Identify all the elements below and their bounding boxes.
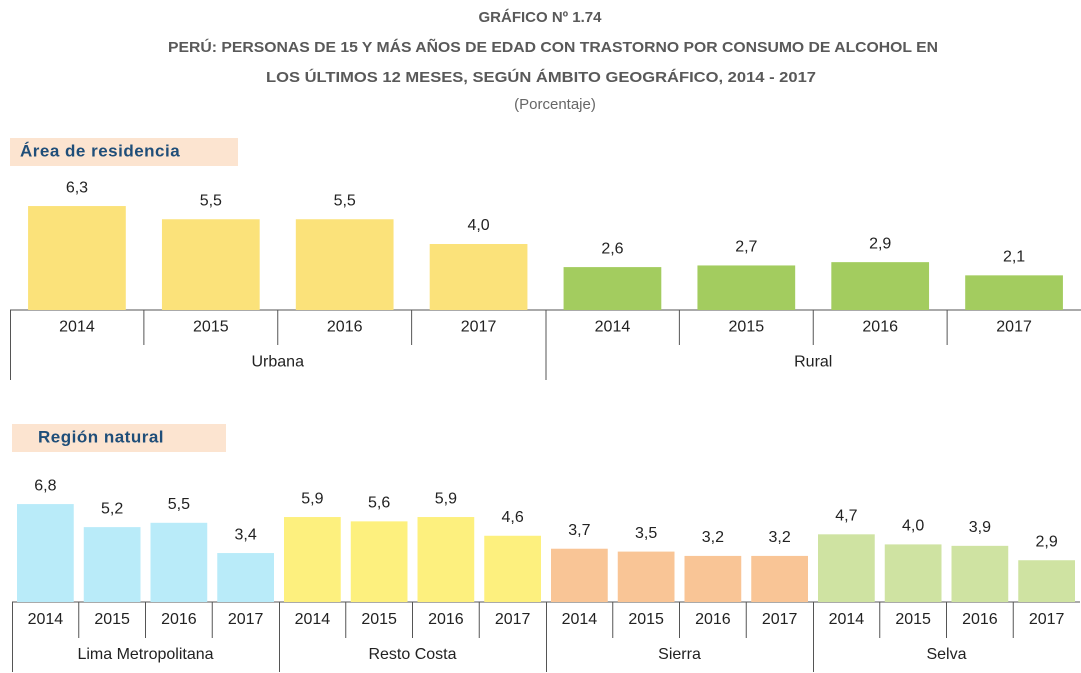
x-tick-label: 2015 [94,611,130,628]
value-label: 4,0 [467,217,489,234]
group-label: Resto Costa [368,646,456,663]
value-label: 4,0 [902,518,924,535]
group-label: Rural [794,354,832,371]
value-label: 4,7 [835,508,857,525]
x-tick-label: 2016 [161,611,197,628]
group-label: Selva [926,646,966,663]
bar [417,517,475,602]
panel-label-box [10,138,238,166]
group-label: Urbana [252,354,305,371]
chart-subtitle: (Porcentaje) [514,96,596,113]
bar [83,527,141,602]
bar [751,555,808,602]
bar [818,534,875,602]
bar [697,265,796,310]
group-label: Sierra [658,646,701,663]
x-tick-label: 2014 [829,611,865,628]
x-tick-label: 2015 [729,319,765,336]
bar [295,219,394,310]
x-tick-label: 2016 [428,611,464,628]
value-label: 5,5 [168,496,190,513]
x-tick-label: 2017 [495,611,531,628]
x-tick-label: 2017 [461,319,497,336]
bar [831,262,930,310]
value-label: 5,2 [101,500,123,517]
chart-title: PERÚ: PERSONAS DE 15 Y MÁS AÑOS DE EDAD … [168,38,938,56]
bar [551,548,608,602]
value-label: 3,2 [702,529,724,546]
bar [28,206,126,310]
panel-label: Región natural [38,427,164,446]
x-tick-label: 2017 [762,611,798,628]
x-tick-label: 2015 [628,611,664,628]
value-label: 5,9 [435,490,457,507]
bar [484,535,541,602]
x-tick-label: 2014 [562,611,598,628]
x-tick-label: 2016 [862,319,898,336]
value-label: 2,9 [1036,533,1058,550]
bar [284,517,341,602]
x-tick-label: 2016 [327,319,363,336]
value-label: 2,1 [1003,249,1025,266]
panel-label: Área de residencia [20,141,180,160]
value-label: 5,9 [301,490,323,507]
bar [161,219,260,310]
bar [217,553,274,602]
bar [17,504,74,602]
value-label: 3,7 [568,522,590,539]
x-tick-label: 2016 [695,611,731,628]
x-tick-label: 2015 [361,611,397,628]
x-tick-label: 2015 [895,611,931,628]
value-label: 2,7 [735,239,757,256]
group-label: Lima Metropolitana [77,646,213,663]
value-label: 3,2 [769,529,791,546]
value-label: 6,8 [34,477,56,494]
x-tick-label: 2017 [996,319,1032,336]
value-label: 3,9 [969,519,991,536]
value-label: 4,6 [502,509,524,526]
value-label: 5,5 [200,192,222,209]
x-tick-label: 2014 [595,319,631,336]
bar [684,555,742,602]
value-label: 5,5 [334,192,356,209]
value-label: 2,9 [869,235,891,252]
bar [884,544,942,602]
bar [563,267,662,310]
bar [350,521,408,602]
value-label: 5,6 [368,495,390,512]
panel-label-box [12,424,226,452]
bar [1018,560,1075,602]
value-label: 3,5 [635,525,657,542]
chart-title: LOS ÚLTIMOS 12 MESES, SEGÚN ÁMBITO GEOGR… [266,68,816,86]
value-label: 2,6 [601,240,623,257]
x-tick-label: 2014 [28,611,64,628]
bar [429,244,528,310]
bar [150,522,208,602]
bar [951,545,1009,602]
x-tick-label: 2017 [228,611,264,628]
value-label: 6,3 [66,179,88,196]
x-tick-label: 2015 [193,319,229,336]
bar [617,551,675,602]
x-tick-label: 2014 [295,611,331,628]
value-label: 3,4 [235,526,257,543]
x-tick-label: 2014 [59,319,95,336]
bar [965,275,1063,310]
x-tick-label: 2016 [962,611,998,628]
x-tick-label: 2017 [1029,611,1065,628]
chart-title: GRÁFICO Nº 1.74 [478,9,602,26]
